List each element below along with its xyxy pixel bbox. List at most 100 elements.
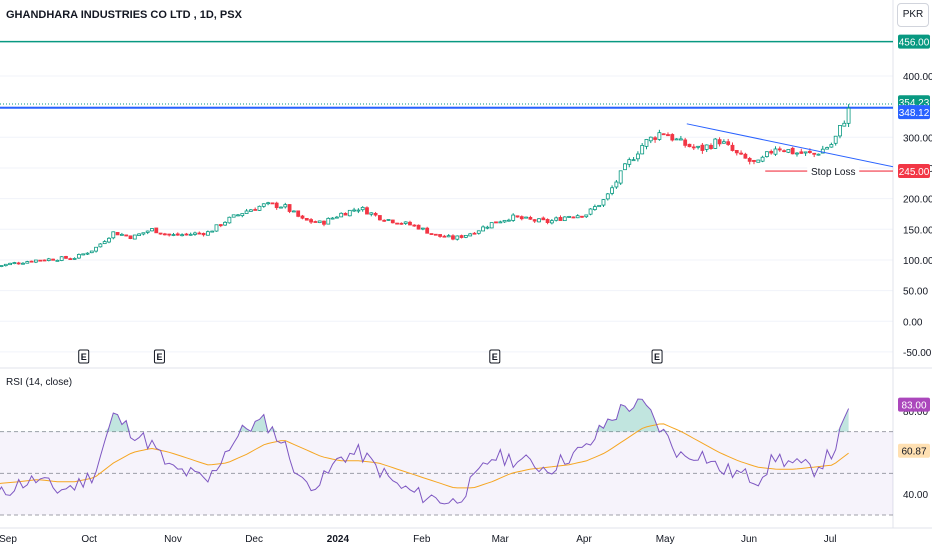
resistance-price-badge <box>898 105 930 120</box>
candle-down <box>717 139 722 145</box>
time-tick-label: Jul <box>824 534 837 545</box>
candle-up <box>72 258 77 260</box>
candle-up <box>205 231 210 236</box>
stop-loss-price-badge <box>898 164 930 179</box>
candle-up <box>420 227 425 230</box>
candle-up <box>150 228 154 232</box>
candle-up <box>803 151 808 154</box>
candle-up <box>588 208 593 215</box>
candle-up <box>356 209 361 212</box>
currency-button[interactable]: PKR <box>897 3 929 27</box>
candle-down <box>300 215 305 219</box>
candle-up <box>25 261 30 264</box>
candle-down <box>373 212 378 216</box>
price-tick-label: 50.00 <box>903 287 928 298</box>
candle-up <box>481 226 485 232</box>
candle-up <box>678 138 683 141</box>
candle-up <box>145 230 150 233</box>
rsi-ma-badge <box>898 443 930 458</box>
candle-up <box>537 218 541 223</box>
candle-up <box>46 258 51 261</box>
candle-up <box>562 216 567 222</box>
earnings-marker-label: E <box>654 352 660 362</box>
candle-up <box>193 232 197 235</box>
candle-up <box>614 181 619 188</box>
candle-up <box>89 250 94 254</box>
candle-down <box>571 216 576 219</box>
candle-up <box>567 216 571 218</box>
candle-up <box>756 159 761 163</box>
price-tick-label: 300.00 <box>903 133 932 144</box>
candle-down <box>799 151 804 154</box>
candle-up <box>111 231 116 239</box>
candle-up <box>12 262 17 265</box>
candle-up <box>76 254 81 259</box>
candle-up <box>257 205 262 211</box>
candle-up <box>644 139 649 147</box>
earnings-marker-label: E <box>492 352 498 362</box>
candle-down <box>666 134 670 137</box>
candle-down <box>812 152 817 155</box>
rsi-value-badge-label: 83.00 <box>901 401 926 412</box>
candle-down <box>425 227 430 234</box>
candle-down <box>777 148 782 151</box>
candle-up <box>102 241 107 245</box>
candle-up <box>502 219 507 223</box>
candle-up <box>713 138 718 149</box>
candle-down <box>304 217 309 221</box>
candle-up <box>795 152 799 155</box>
candle-up <box>476 230 481 234</box>
rsi-ma-line <box>0 423 849 489</box>
candle-up <box>330 217 335 220</box>
candle-down <box>197 232 202 235</box>
time-tick-label: Nov <box>164 534 182 545</box>
candle-down <box>253 209 258 211</box>
candle-up <box>820 148 825 154</box>
candle-up <box>549 220 554 224</box>
candle-down <box>726 141 731 145</box>
candle-up <box>132 234 137 240</box>
candle-up <box>360 206 365 211</box>
last-price-badge-label: 354.23 <box>899 98 930 109</box>
candle-down <box>429 233 434 235</box>
candle-up <box>829 144 834 148</box>
candle-down <box>541 217 546 221</box>
stop-loss-annotation: Stop Loss <box>811 167 855 178</box>
candle-down <box>296 210 301 217</box>
time-tick-label: Apr <box>576 534 592 545</box>
candle-down <box>309 219 313 223</box>
stop-loss-label-bg <box>807 164 860 179</box>
candle-down <box>412 224 417 227</box>
candle-down <box>494 221 498 224</box>
candle-down <box>201 232 206 236</box>
candle-down <box>274 202 279 209</box>
candle-down <box>782 150 786 153</box>
candle-up <box>223 221 227 226</box>
candle-up <box>468 233 473 237</box>
rsi-value-badge <box>898 397 930 412</box>
candle-down <box>442 235 447 238</box>
candle-up <box>674 138 679 141</box>
rsi-line <box>0 398 850 505</box>
candle-up <box>657 132 662 140</box>
candle-down <box>580 215 584 218</box>
candle-up <box>584 214 589 218</box>
candle-down <box>42 259 47 262</box>
candle-up <box>463 234 468 238</box>
candle-up <box>8 262 12 266</box>
candle-down <box>270 202 275 205</box>
candle-up <box>266 202 270 205</box>
candle-down <box>734 150 739 154</box>
candle-down <box>790 147 795 155</box>
descending-trendline <box>686 123 894 168</box>
earnings-marker <box>651 349 663 364</box>
candle-up <box>760 156 765 162</box>
resistance-price-badge-label: 348.12 <box>899 108 930 119</box>
candle-up <box>81 253 86 256</box>
candle-up <box>244 210 249 214</box>
candle-up <box>618 170 623 184</box>
candle-down <box>377 215 382 221</box>
candle-down <box>162 233 167 236</box>
